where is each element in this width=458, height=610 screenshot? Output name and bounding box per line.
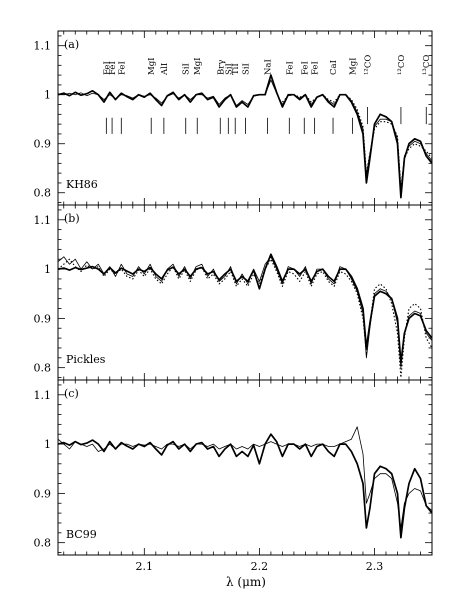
series-comparison xyxy=(281,94,432,189)
line-id-label: FeI xyxy=(117,61,127,75)
panel-3: 0.8 0.9 1 1.1 2.1 2.2 2.3 (c) BC99 xyxy=(34,379,433,573)
panel-name: BC99 xyxy=(66,528,97,541)
panel-label: (b) xyxy=(64,212,80,225)
line-id-label: ¹²CO xyxy=(397,55,407,75)
line-id-label: TiI xyxy=(231,63,241,75)
x-tick-label: 2.2 xyxy=(251,560,269,573)
series-model xyxy=(58,256,432,369)
y-tick-label: 1.1 xyxy=(34,40,52,53)
x-axis-label: λ (μm) xyxy=(226,575,266,589)
series-comparison xyxy=(58,258,432,379)
line-id-label: MgI xyxy=(349,57,359,75)
line-id-label: FeI xyxy=(311,61,321,75)
panel-2: 0.8 0.9 1 1.1 (b) Pickles xyxy=(34,204,433,381)
panel-label: (c) xyxy=(64,387,79,400)
series-model xyxy=(58,79,432,191)
y-tick-label: 0.8 xyxy=(34,187,52,200)
line-id-label: MgI xyxy=(147,57,157,75)
series-observed xyxy=(58,253,432,364)
series-observed xyxy=(58,74,432,199)
line-id-label: Brγ xyxy=(216,60,226,75)
y-tick-label: 1 xyxy=(44,263,51,276)
y-tick-label: 0.8 xyxy=(34,362,52,375)
y-tick-label: 0.9 xyxy=(34,487,52,500)
line-id-label: FeI xyxy=(108,61,118,75)
line-id-label: CaI xyxy=(329,60,339,75)
line-id-label: SiI xyxy=(182,63,192,75)
line-id-label: ¹²CO xyxy=(364,55,374,75)
panel-name: KH86 xyxy=(66,178,98,191)
x-tick-label: 2.1 xyxy=(136,560,154,573)
y-tick-label: 0.8 xyxy=(34,537,52,550)
y-tick-label: 1.1 xyxy=(34,389,52,402)
x-tick-label: 2.3 xyxy=(366,560,384,573)
line-id-label: SiI xyxy=(224,63,234,75)
line-id-label: SiI xyxy=(242,63,252,75)
y-tick-label: 1 xyxy=(44,438,51,451)
y-tick-label: 1 xyxy=(44,89,51,102)
series-observed xyxy=(58,433,432,539)
line-id-label: FeI xyxy=(285,61,295,75)
line-id-label: NaI xyxy=(263,59,273,75)
panel-frame xyxy=(57,379,433,556)
series-model xyxy=(58,426,432,529)
panel-name: Pickles xyxy=(66,353,106,366)
y-tick-label: 0.9 xyxy=(34,312,52,325)
panel-frame xyxy=(57,30,433,206)
line-id-label: FeI xyxy=(300,61,310,75)
panel-label: (a) xyxy=(64,38,79,51)
y-tick-label: 1.1 xyxy=(34,214,52,227)
line-id-label: MgI xyxy=(193,57,203,75)
line-id-label: ¹³CO xyxy=(422,55,432,75)
line-id-label: AlI xyxy=(160,63,170,76)
y-tick-label: 0.9 xyxy=(34,138,52,151)
line-id-label: FeI xyxy=(102,61,112,75)
